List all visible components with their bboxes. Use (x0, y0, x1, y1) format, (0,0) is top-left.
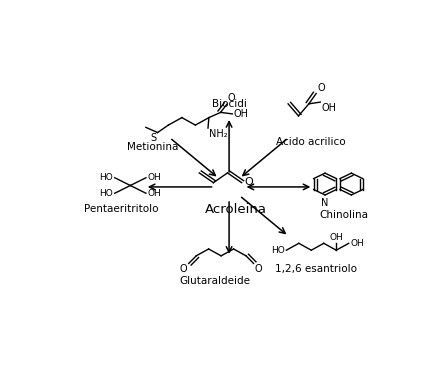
Text: S: S (150, 133, 156, 143)
Text: OH: OH (233, 109, 249, 119)
Text: Glutaraldeide: Glutaraldeide (180, 276, 251, 286)
Text: Chinolina: Chinolina (319, 210, 368, 220)
Text: OH: OH (322, 103, 337, 113)
Text: OH: OH (350, 239, 364, 248)
Text: 1,2,6 esantriolo: 1,2,6 esantriolo (275, 264, 358, 274)
Text: HO: HO (271, 246, 285, 255)
Text: Acroleina: Acroleina (205, 203, 267, 216)
Text: OH: OH (148, 173, 161, 182)
Text: O: O (228, 93, 236, 103)
Text: O: O (180, 264, 187, 274)
Text: Acido acrilico: Acido acrilico (276, 137, 346, 147)
Text: HO: HO (99, 173, 113, 182)
Text: NH₂: NH₂ (209, 129, 228, 139)
Text: O: O (245, 177, 253, 187)
Text: N: N (321, 198, 329, 208)
Text: HO: HO (99, 189, 113, 198)
Text: OH: OH (329, 233, 343, 242)
Text: O: O (255, 264, 262, 274)
Text: OH: OH (148, 189, 161, 198)
Text: Biocidi: Biocidi (211, 98, 247, 109)
Text: Metionina: Metionina (127, 142, 178, 152)
Text: Pentaeritritolo: Pentaeritritolo (84, 204, 159, 214)
Text: O: O (317, 83, 325, 93)
